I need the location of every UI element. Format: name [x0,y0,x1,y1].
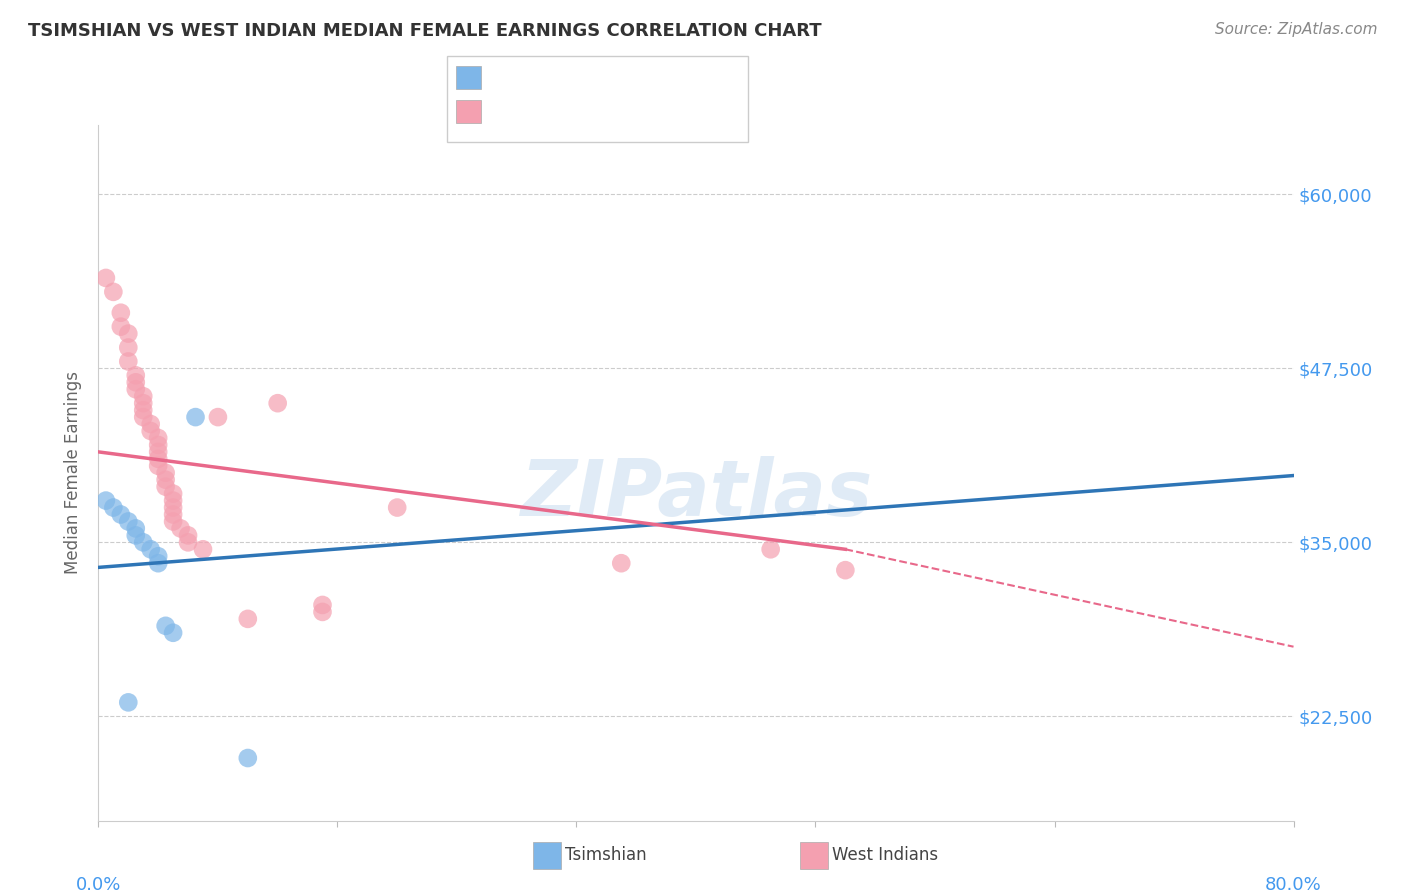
Point [103,285,125,299]
Point [610,556,633,570]
Point [207,410,229,425]
Point [139,424,162,438]
Text: 80.0%: 80.0% [1265,876,1322,892]
Point [148,549,170,564]
Point [125,382,148,396]
Point [139,417,162,431]
Text: Tsimshian: Tsimshian [565,847,647,864]
Point [94,493,117,508]
Point [117,326,139,341]
Point [117,354,139,368]
Point [759,542,782,557]
Point [125,368,148,383]
Point [148,451,170,466]
Point [132,410,155,425]
Point [117,341,139,355]
Point [267,396,290,410]
Point [385,500,409,515]
Point [110,306,132,320]
Text: R =  0.338: R = 0.338 [496,69,593,87]
Point [103,500,125,515]
Point [162,625,184,640]
Point [155,466,177,480]
Text: TSIMSHIAN VS WEST INDIAN MEDIAN FEMALE EARNINGS CORRELATION CHART: TSIMSHIAN VS WEST INDIAN MEDIAN FEMALE E… [28,22,821,40]
Text: N = 42: N = 42 [640,103,702,120]
Point [148,438,170,452]
Point [177,528,200,542]
Point [155,473,177,487]
Point [148,458,170,473]
Point [110,319,132,334]
Point [162,500,184,515]
Point [155,480,177,494]
Point [191,542,214,557]
Point [132,403,155,417]
Point [132,389,155,403]
Point [117,695,139,709]
Text: ZIPatlas: ZIPatlas [520,456,872,532]
Point [311,598,333,612]
Point [125,521,148,535]
Text: R = -0.194: R = -0.194 [496,103,593,120]
Point [162,486,184,500]
Point [162,508,184,522]
Text: West Indians: West Indians [832,847,938,864]
Point [132,396,155,410]
Text: N = 15: N = 15 [640,69,702,87]
Point [117,515,139,529]
Point [311,605,333,619]
Text: 0.0%: 0.0% [76,876,121,892]
Text: Source: ZipAtlas.com: Source: ZipAtlas.com [1215,22,1378,37]
Y-axis label: Median Female Earnings: Median Female Earnings [65,371,83,574]
Point [169,521,191,535]
Point [148,556,170,570]
Point [162,493,184,508]
Point [148,431,170,445]
Point [148,445,170,459]
Point [184,410,207,425]
Point [177,535,200,549]
Point [162,515,184,529]
Point [236,751,259,765]
Point [110,508,132,522]
Point [125,528,148,542]
Point [834,563,856,577]
Point [155,619,177,633]
Point [139,542,162,557]
Point [125,376,148,390]
Point [132,535,155,549]
Point [236,612,259,626]
Point [94,271,117,285]
